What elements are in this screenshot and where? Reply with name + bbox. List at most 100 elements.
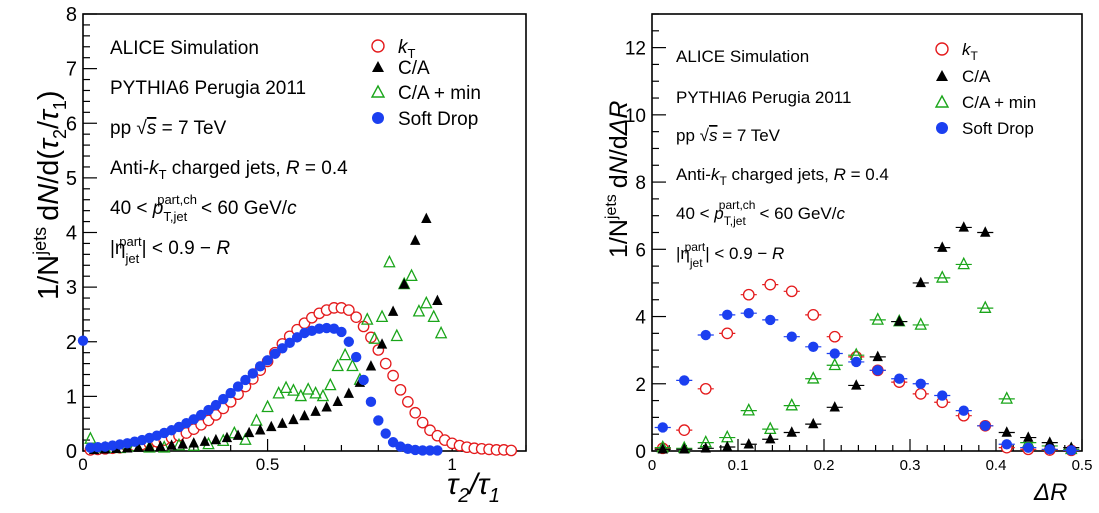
- data-point: [432, 445, 443, 456]
- data-point: [1023, 431, 1034, 442]
- data-point: [808, 341, 819, 352]
- data-point: [279, 380, 293, 394]
- data-point: [829, 401, 840, 412]
- data-point: [765, 314, 776, 326]
- data-point: [722, 309, 733, 321]
- data-point: [742, 403, 756, 416]
- legend-label-kt-r: kT: [962, 40, 979, 63]
- data-point: [410, 234, 421, 245]
- data-point: [828, 357, 842, 371]
- data-point: [764, 278, 777, 291]
- data-point: [321, 401, 332, 412]
- data-point: [277, 343, 288, 354]
- data-point: [978, 300, 992, 313]
- legend-label-softdrop: Soft Drop: [398, 109, 478, 130]
- series-kt: [654, 278, 1080, 457]
- legend-label-ca-min: C/A + min: [398, 83, 481, 104]
- left-annotations: ALICE Simulation PYTHIA6 Perugia 2011 pp…: [110, 38, 348, 266]
- svg-text:1/NjetsdN/d(τ2/τ1): 1/NjetsdN/d(τ2/τ1): [30, 90, 70, 300]
- data-point: [421, 212, 432, 224]
- data-point: [210, 433, 222, 445]
- data-point: [937, 390, 948, 401]
- data-point: [402, 395, 414, 408]
- data-point: [343, 387, 354, 398]
- data-point: [299, 409, 310, 421]
- legend-entry-ca-min: C/A + min: [370, 83, 481, 104]
- data-point: [743, 438, 754, 449]
- series-c-a-min: [84, 254, 448, 454]
- legend-entry-softdrop-r: Soft Drop: [936, 119, 1034, 138]
- data-point: [177, 438, 188, 449]
- data-point: [375, 309, 389, 323]
- data-point: [700, 329, 711, 341]
- annotation-eta-r: |ηjetpart| < 0.9 − R: [676, 240, 784, 270]
- data-point: [742, 288, 755, 301]
- x-tick-label: 0.2: [814, 457, 835, 474]
- svg-text:1/NjetsdN/dΔR: 1/NjetsdN/dΔR: [603, 101, 633, 258]
- left-data-marks: [77, 212, 518, 457]
- data-point: [288, 413, 299, 425]
- data-point: [243, 426, 255, 438]
- y-tick-label: 10: [625, 106, 646, 127]
- annotation-pt-range-r: 40 < pT,jetpart,ch < 60 GeV/c: [676, 198, 846, 228]
- y-tick-label: 8: [66, 4, 77, 26]
- data-point: [1001, 426, 1012, 437]
- data-point: [387, 369, 399, 382]
- data-point: [1044, 436, 1055, 447]
- y-tick-label: 5: [66, 168, 77, 190]
- data-point: [894, 315, 905, 326]
- y-tick-label: 2: [66, 332, 77, 354]
- data-point: [786, 426, 797, 437]
- legend-entry-softdrop: Soft Drop: [372, 109, 478, 130]
- right-axes: 0 0.1 0.2 0.3 0.4 0.5 0 2 4 6 8 10 12: [625, 13, 1092, 474]
- data-point: [980, 226, 991, 237]
- x-tick-label: 0.4: [986, 457, 1007, 474]
- data-point: [410, 444, 421, 456]
- data-point: [266, 420, 277, 432]
- annotation-jets-r: Anti-kT charged jets, R = 0.4: [676, 165, 889, 188]
- data-point: [432, 294, 443, 305]
- data-point: [376, 338, 388, 349]
- data-point: [808, 417, 819, 429]
- data-point: [199, 435, 211, 446]
- data-point: [343, 336, 354, 347]
- data-point: [699, 382, 712, 395]
- left-y-axis-label: 1/NjetsdN/d(τ2/τ1): [30, 90, 70, 300]
- annotation-energy-r: pp √s = 7 TeV: [676, 126, 781, 145]
- data-point: [166, 439, 177, 450]
- y-tick-label: 2: [635, 375, 646, 396]
- data-point: [1066, 445, 1077, 456]
- y-tick-label: 0: [66, 441, 77, 463]
- data-point: [195, 409, 207, 421]
- data-point: [221, 431, 233, 443]
- data-point: [365, 396, 377, 408]
- series-c-a: [654, 221, 1080, 454]
- data-point: [350, 311, 363, 324]
- right-plot-frame: [651, 13, 1083, 452]
- data-point: [417, 445, 428, 456]
- annotation-pt-range: 40 < pT,jetpart,ch < 60 GeV/c: [110, 192, 297, 224]
- data-point: [505, 444, 518, 457]
- data-point: [657, 422, 668, 433]
- data-point: [350, 351, 362, 363]
- data-point: [225, 387, 236, 399]
- data-point: [872, 350, 883, 362]
- data-point: [872, 365, 883, 376]
- annotation-jets: Anti-kT charged jets, R = 0.4: [110, 158, 348, 182]
- legend-marker-ca-min: [370, 84, 386, 98]
- y-tick-label: 6: [66, 113, 77, 135]
- annotation-experiment: ALICE Simulation: [110, 38, 259, 59]
- data-point: [188, 437, 199, 448]
- data-point: [914, 317, 928, 330]
- y-tick-label: 3: [66, 277, 77, 299]
- data-point: [434, 325, 448, 339]
- data-point: [851, 356, 862, 368]
- data-point: [700, 442, 711, 453]
- annotation-experiment-r: ALICE Simulation: [676, 47, 809, 66]
- data-point: [679, 443, 690, 454]
- right-legend: kT C/A C/A + min Soft Drop: [934, 40, 1036, 138]
- data-point: [284, 337, 295, 349]
